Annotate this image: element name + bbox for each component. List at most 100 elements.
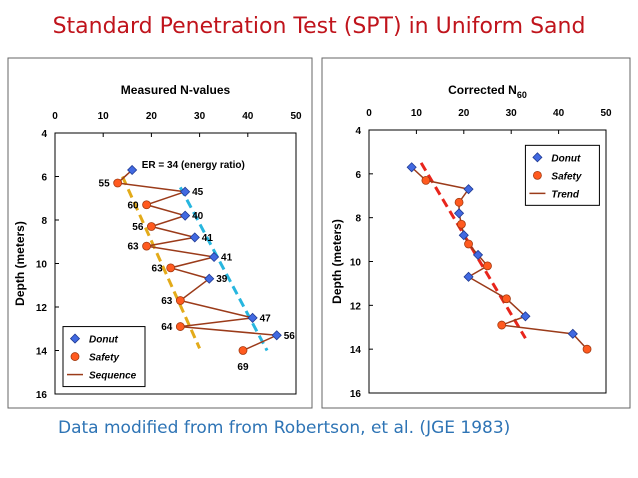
- donut-point: [180, 186, 191, 197]
- y-tick-label: 12: [350, 301, 362, 312]
- safety-point: [454, 197, 464, 207]
- donut-point: [189, 232, 200, 243]
- safety-point: [421, 176, 431, 185]
- donut-point: [271, 330, 282, 341]
- y-axis-label: Depth (meters): [13, 221, 27, 306]
- x-tick-label: 50: [290, 111, 302, 122]
- donut-point: [406, 162, 417, 173]
- y-tick-label: 16: [350, 389, 362, 400]
- data-label: 64: [161, 322, 173, 333]
- legend-donut-marker: [532, 152, 543, 163]
- chart-panel-2: Corrected N60 0 10 20 30 40 50 4 6 8 10 12 14 16 Depth…: [321, 57, 631, 409]
- donut-point: [453, 208, 465, 219]
- legend-label: Donut: [89, 335, 119, 346]
- chart-title-subscript: 60: [517, 90, 527, 100]
- safety-point: [113, 178, 123, 188]
- y-axis-label: Depth (meters): [330, 219, 344, 304]
- legend-safety-marker: [70, 352, 80, 361]
- data-label: 47: [260, 313, 272, 324]
- legend: Donut Safety Trend: [524, 144, 600, 206]
- x-tick-label: 20: [458, 108, 470, 119]
- y-tick-label: 4: [355, 126, 361, 137]
- legend-donut-marker: [69, 333, 81, 344]
- donut-point: [463, 184, 474, 195]
- x-tick-label: 10: [411, 108, 423, 119]
- y-tick-label: 8: [355, 214, 361, 225]
- donut-point: [472, 249, 484, 260]
- chart-frame: [321, 57, 631, 409]
- series-line-sequence: [115, 169, 280, 352]
- safety-point: [497, 320, 507, 330]
- caption: Data modified from from Robertson, et al…: [58, 418, 511, 438]
- y-tick-label: 16: [36, 390, 48, 401]
- safety-point: [175, 296, 185, 305]
- safety-point: [457, 219, 466, 229]
- safety-point: [142, 241, 151, 251]
- chart-title: Measured N-values: [121, 83, 231, 97]
- data-label: 56: [284, 331, 296, 342]
- chart-title: Corrected N60: [448, 83, 527, 100]
- y-tick-label: 12: [36, 303, 48, 314]
- data-label: 45: [192, 187, 204, 198]
- safety-point: [238, 346, 248, 355]
- data-label: 63: [127, 242, 139, 253]
- data-label: 60: [127, 200, 139, 211]
- donut-point: [458, 230, 469, 241]
- x-tick-label: 20: [146, 111, 158, 122]
- x-tick-label: 50: [600, 108, 612, 119]
- safety-point: [142, 200, 151, 210]
- donut-point: [208, 251, 220, 263]
- slide-title: Standard Penetration Test (SPT) in Unifo…: [52, 14, 586, 39]
- data-label: 63: [161, 296, 173, 307]
- y-tick-label: 4: [41, 129, 47, 140]
- data-label: 41: [202, 233, 214, 244]
- donut-point: [520, 311, 531, 322]
- y-tick-label: 10: [36, 260, 48, 271]
- chart-frame: [7, 57, 313, 409]
- donut-point: [204, 273, 215, 284]
- legend: Donut Safety Sequence: [62, 326, 146, 388]
- data-label: 63: [152, 263, 164, 274]
- donut-point: [567, 328, 578, 339]
- x-tick-label: 10: [98, 111, 110, 122]
- y-tick-label: 6: [355, 170, 361, 181]
- x-tick-label: 40: [242, 111, 254, 122]
- legend-label: Safety: [551, 171, 581, 182]
- legend-label: Safety: [89, 353, 119, 364]
- safety-point: [582, 344, 592, 354]
- legend-label: Sequence: [89, 371, 137, 382]
- y-tick-label: 10: [350, 258, 362, 269]
- trend-line-cyan: [178, 186, 269, 352]
- donut-point: [180, 210, 191, 221]
- safety-point: [483, 261, 492, 271]
- legend-safety-marker: [533, 170, 542, 180]
- donut-point: [127, 164, 138, 176]
- x-tick-label: 0: [52, 111, 58, 122]
- donut-point: [463, 271, 474, 282]
- data-label: 41: [221, 252, 233, 263]
- y-tick-label: 6: [41, 173, 47, 184]
- x-tick-label: 30: [194, 111, 206, 122]
- y-tick-label: 8: [41, 216, 47, 227]
- legend-label: Donut: [551, 153, 581, 164]
- trend-line-yellow: [121, 175, 201, 349]
- x-tick-label: 30: [506, 108, 518, 119]
- x-tick-label: 0: [366, 108, 372, 119]
- data-label: 55: [99, 179, 111, 190]
- donut-point: [247, 312, 258, 323]
- annotation-energy-ratio: ER = 34 (energy ratio): [142, 160, 245, 171]
- legend-label: Trend: [551, 189, 579, 200]
- data-label: 39: [216, 274, 228, 285]
- safety-point: [175, 322, 185, 331]
- safety-point: [146, 222, 156, 231]
- safety-point: [502, 294, 511, 304]
- y-tick-label: 14: [350, 345, 362, 356]
- series-line-trend: [411, 166, 588, 350]
- data-label: 69: [237, 362, 249, 373]
- chart-panel-1: Measured N-values 0 10 20 30 40 50 4 6 8 10 12 14 16 D…: [7, 57, 313, 409]
- safety-point: [464, 239, 473, 249]
- data-label: 40: [192, 211, 204, 222]
- x-tick-label: 40: [553, 108, 565, 119]
- data-label: 56: [132, 222, 144, 233]
